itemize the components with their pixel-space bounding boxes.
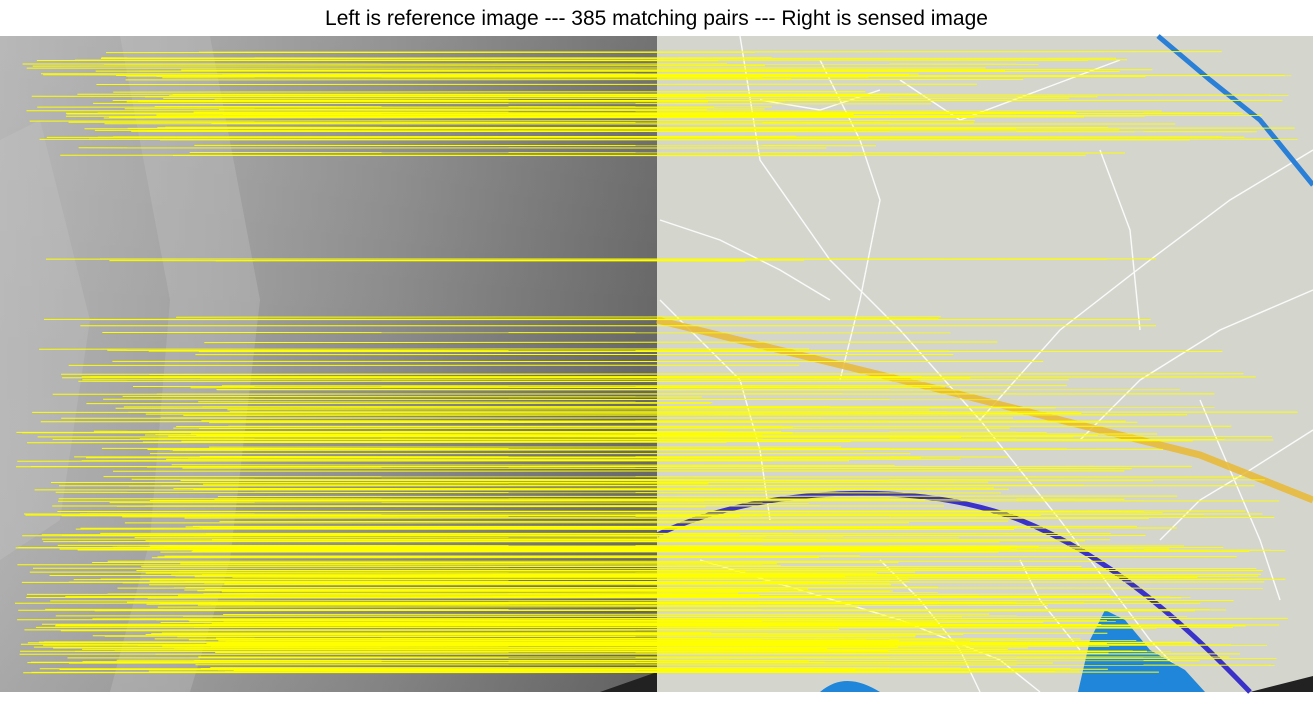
match-line — [204, 582, 906, 585]
match-line — [107, 593, 979, 596]
match-line — [58, 498, 1125, 500]
match-line — [219, 520, 1009, 523]
match-line — [145, 413, 1082, 415]
match-line — [191, 550, 999, 553]
match-line — [131, 478, 1265, 481]
match-line — [122, 516, 1275, 518]
match-line — [61, 373, 1244, 375]
match-line — [199, 456, 1009, 458]
match-line — [145, 572, 877, 575]
match-line — [215, 259, 805, 262]
match-line — [68, 662, 970, 664]
match-line — [182, 467, 1132, 470]
match-line — [139, 438, 1225, 440]
matching-lines — [14, 51, 1298, 674]
match-line — [198, 401, 713, 403]
match-line — [14, 602, 1014, 604]
corner-mask — [1250, 676, 1313, 692]
figure-title: Left is reference image --- 385 matching… — [325, 7, 988, 30]
match-line — [122, 395, 702, 398]
match-line — [82, 648, 889, 651]
match-line — [17, 564, 781, 566]
match-line — [18, 609, 1196, 612]
match-line — [183, 414, 1188, 416]
match-line — [59, 669, 856, 671]
match-line — [181, 440, 1193, 442]
match-line — [204, 341, 998, 344]
match-line — [195, 664, 1275, 666]
match-line — [49, 575, 1259, 577]
match-line — [170, 547, 757, 549]
match-line — [198, 51, 1222, 53]
match-line — [171, 464, 895, 466]
ridge-band — [0, 120, 90, 560]
match-line — [203, 483, 709, 485]
lake — [820, 681, 880, 692]
match-line — [31, 95, 706, 98]
match-line — [95, 70, 1005, 72]
match-line — [222, 73, 919, 76]
match-line — [189, 152, 1126, 154]
match-line — [128, 484, 875, 487]
match-line — [203, 592, 739, 595]
match-line — [167, 569, 1110, 571]
match-line — [67, 657, 1277, 659]
match-line — [109, 502, 809, 504]
match-line — [55, 491, 1001, 494]
match-line — [171, 548, 1170, 550]
match-line — [30, 661, 809, 663]
railway — [655, 490, 1252, 694]
match-line — [132, 386, 946, 388]
match-line — [215, 637, 1053, 640]
match-line — [215, 652, 1109, 654]
match-line — [196, 435, 1272, 437]
match-line — [94, 129, 1120, 131]
match-line — [57, 544, 1184, 547]
match-line — [52, 438, 1274, 441]
match-line — [157, 606, 859, 608]
match-line — [32, 65, 765, 67]
match-line — [200, 668, 806, 670]
match-line — [146, 465, 1095, 468]
match-line — [66, 113, 854, 115]
match-line — [172, 449, 864, 451]
match-line — [173, 487, 994, 490]
match-line — [68, 121, 974, 124]
match-line — [59, 625, 770, 627]
match-line — [27, 441, 727, 444]
match-line — [29, 120, 975, 122]
corner-mask — [600, 672, 657, 692]
match-line — [172, 94, 1289, 96]
match-line — [218, 108, 707, 111]
match-line — [159, 602, 1201, 605]
sensed-image — [655, 34, 1313, 694]
match-line — [232, 609, 1210, 611]
match-line — [201, 420, 1126, 422]
